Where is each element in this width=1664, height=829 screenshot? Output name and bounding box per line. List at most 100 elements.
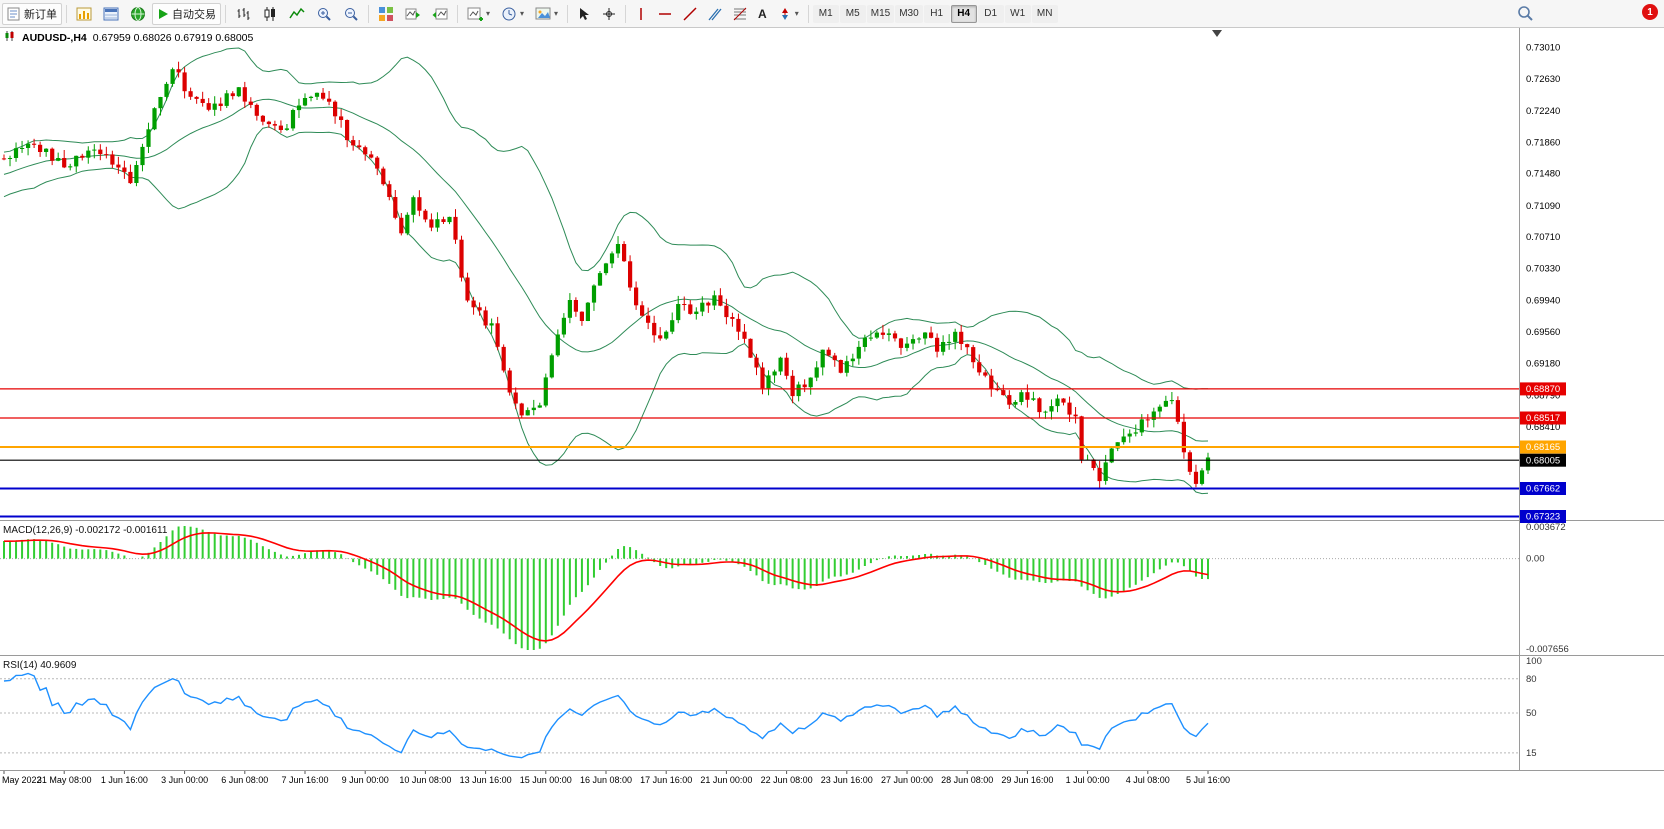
- horizontal-line-icon: [658, 8, 672, 20]
- horizontal-line-objects[interactable]: [0, 388, 1519, 518]
- candles: [1, 61, 1211, 489]
- zoom-out-icon: [343, 6, 359, 22]
- timeframe-m15-button[interactable]: M15: [866, 4, 895, 23]
- timeframe-d1-button[interactable]: D1: [977, 4, 1004, 23]
- chevron-down-icon: ▾: [486, 8, 491, 18]
- svg-text:6 Jun 08:00: 6 Jun 08:00: [221, 775, 268, 785]
- cursor-button[interactable]: [572, 3, 596, 25]
- vertical-line-icon: [635, 7, 647, 21]
- chevron-down-icon: ▾: [794, 8, 799, 18]
- svg-text:0.72240: 0.72240: [1526, 106, 1560, 117]
- timeframe-m30-button[interactable]: M30: [895, 4, 923, 23]
- arrows-dropdown[interactable]: ▾: [773, 3, 804, 25]
- search-icon: [1517, 6, 1534, 26]
- candlestick-chart-button[interactable]: [257, 3, 283, 25]
- text-icon: A: [758, 6, 767, 21]
- new-order-label: 新订单: [24, 8, 57, 21]
- auto-trading-label: 自动交易: [172, 8, 216, 21]
- vertical-line-button[interactable]: [630, 3, 652, 25]
- new-chart-icon: [467, 6, 483, 22]
- toolbar-separator: [625, 4, 627, 23]
- zoom-in-button[interactable]: [311, 3, 337, 25]
- chart-title-row: AUDUSD-,H4 0.67959 0.68026 0.67919 0.680…: [4, 30, 253, 45]
- crosshair-button[interactable]: [597, 3, 621, 25]
- chart-shift-button[interactable]: [427, 3, 453, 25]
- svg-text:1 Jul 00:00: 1 Jul 00:00: [1066, 775, 1110, 785]
- channel-icon: [708, 7, 722, 21]
- svg-text:5 Jul 16:00: 5 Jul 16:00: [1186, 775, 1230, 785]
- zoom-out-button[interactable]: [338, 3, 364, 25]
- play-icon: [157, 8, 169, 20]
- svg-text:0.70710: 0.70710: [1526, 232, 1560, 243]
- svg-text:0.71090: 0.71090: [1526, 201, 1560, 212]
- new-chart-dropdown[interactable]: ▾: [462, 3, 495, 25]
- macd-signal-value: -0.001611: [123, 525, 168, 536]
- svg-text:7 Jun 16:00: 7 Jun 16:00: [281, 775, 328, 785]
- toolbar-separator: [66, 4, 67, 23]
- svg-text:0.68165: 0.68165: [1526, 442, 1560, 453]
- candlestick-chart-icon: [262, 6, 278, 22]
- text-button[interactable]: A: [753, 3, 772, 25]
- market-watch-button[interactable]: [71, 3, 97, 25]
- auto-scroll-button[interactable]: [400, 3, 426, 25]
- svg-text:0.68870: 0.68870: [1526, 384, 1560, 395]
- svg-text:4 Jul 08:00: 4 Jul 08:00: [1126, 775, 1170, 785]
- svg-text:0.70330: 0.70330: [1526, 264, 1560, 275]
- periods-dropdown[interactable]: ▾: [496, 3, 529, 25]
- main-toolbar: 新订单 自动交易: [0, 0, 1664, 28]
- svg-text:27 Jun 00:00: 27 Jun 00:00: [881, 775, 933, 785]
- new-order-icon: [7, 7, 21, 21]
- price-chart[interactable]: 0.73010 0.72630 0.72240 0.71860 0.71480 0.710…: [0, 28, 1664, 829]
- navigator-button[interactable]: [125, 3, 151, 25]
- auto-trading-button[interactable]: 自动交易: [152, 2, 221, 25]
- chart-title: AUDUSD-,H4: [22, 31, 87, 44]
- tile-windows-button[interactable]: [373, 3, 399, 25]
- timeframe-m5-button[interactable]: M5: [839, 4, 866, 23]
- timeframe-m1-button[interactable]: M1: [812, 4, 839, 23]
- line-chart-button[interactable]: [284, 3, 310, 25]
- panel-frame: [0, 28, 1664, 771]
- svg-text:1 Jun 16:00: 1 Jun 16:00: [101, 775, 148, 785]
- svg-text:13 Jun 16:00: 13 Jun 16:00: [460, 775, 512, 785]
- trendline-button[interactable]: [678, 3, 702, 25]
- tile-windows-icon: [378, 6, 394, 22]
- timeframe-h1-button[interactable]: H1: [923, 4, 950, 23]
- toolbar-separator: [567, 4, 569, 23]
- svg-text:80: 80: [1526, 674, 1537, 685]
- rsi-value: 40.9609: [40, 660, 77, 671]
- navigator-icon: [130, 6, 146, 22]
- new-order-button[interactable]: 新订单: [2, 2, 62, 25]
- svg-text:0.71480: 0.71480: [1526, 169, 1560, 180]
- chart-area[interactable]: 0.73010 0.72630 0.72240 0.71860 0.71480 0.710…: [0, 28, 1664, 829]
- chevron-down-icon: ▾: [554, 8, 559, 18]
- rsi-panel-label: RSI(14) 40.9609: [3, 660, 76, 671]
- bar-chart-button[interactable]: [230, 3, 256, 25]
- search-button[interactable]: [1517, 5, 1534, 27]
- svg-text:0.003672: 0.003672: [1526, 522, 1566, 533]
- data-window-button[interactable]: [98, 3, 124, 25]
- horizontal-line-button[interactable]: [653, 3, 677, 25]
- notification-badge[interactable]: 1: [1642, 4, 1658, 20]
- svg-text:21 Jun 00:00: 21 Jun 00:00: [700, 775, 752, 785]
- svg-text:0.00: 0.00: [1526, 554, 1545, 565]
- svg-text:50: 50: [1526, 708, 1537, 719]
- timeframe-h4-button[interactable]: H4: [950, 4, 977, 23]
- svg-text:29 Jun 16:00: 29 Jun 16:00: [1001, 775, 1053, 785]
- templates-dropdown[interactable]: ▾: [530, 3, 563, 25]
- macd-panel-label: MACD(12,26,9) -0.002172 -0.001611: [3, 525, 167, 536]
- chart-ohlc: 0.67959 0.68026 0.67919 0.68005: [92, 31, 254, 44]
- svg-text:0.73010: 0.73010: [1526, 43, 1560, 54]
- auto-scroll-icon: [405, 6, 421, 22]
- svg-text:0.68410: 0.68410: [1526, 422, 1560, 433]
- channel-button[interactable]: [703, 3, 727, 25]
- fibonacci-button[interactable]: [728, 3, 752, 25]
- cursor-icon: [577, 7, 591, 21]
- macd-panel: 0.003672 0.00 -0.007656: [0, 522, 1569, 655]
- svg-text:10 Jun 08:00: 10 Jun 08:00: [399, 775, 451, 785]
- timeframe-w1-button[interactable]: W1: [1004, 4, 1031, 23]
- svg-text:0.68517: 0.68517: [1526, 413, 1560, 424]
- timeframe-mn-button[interactable]: MN: [1031, 4, 1058, 23]
- svg-text:0.68790: 0.68790: [1526, 390, 1560, 401]
- chart-shift-marker[interactable]: [1212, 30, 1222, 37]
